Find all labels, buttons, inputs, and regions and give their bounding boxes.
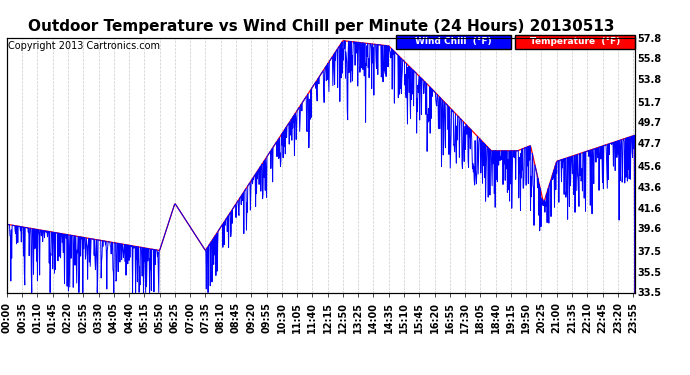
Title: Outdoor Temperature vs Wind Chill per Minute (24 Hours) 20130513: Outdoor Temperature vs Wind Chill per Mi…	[28, 19, 614, 34]
Text: Copyright 2013 Cartronics.com: Copyright 2013 Cartronics.com	[8, 41, 159, 51]
